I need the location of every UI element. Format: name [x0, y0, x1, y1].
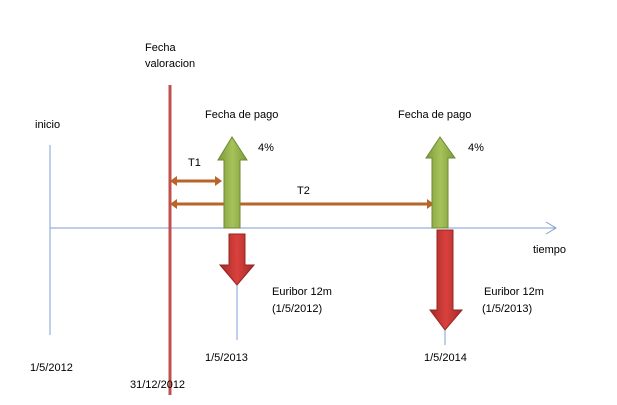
- fixed-arrow: [217, 136, 248, 229]
- valuation-label: Fecha: [145, 42, 176, 54]
- payment-date: 1/5/2013: [205, 352, 248, 364]
- fixed-rate: 4%: [258, 142, 274, 154]
- axis-arrowhead: [545, 221, 557, 235]
- floating-rate: Euribor 12m: [272, 286, 332, 298]
- fixed-arrow: [425, 136, 456, 229]
- payment-title: Fecha de pago: [205, 109, 278, 121]
- payment-title: Fecha de pago: [398, 109, 471, 121]
- floating-arrow: [218, 233, 256, 286]
- valuation-label: valoracion: [145, 58, 195, 70]
- floating-arrow: [429, 229, 464, 331]
- start-label: inicio: [35, 119, 60, 131]
- axis-label: tiempo: [533, 244, 566, 256]
- floating-rate: (1/5/2012): [272, 303, 322, 315]
- period-label: T2: [297, 185, 310, 197]
- payment-date: 1/5/2014: [424, 352, 467, 364]
- period-arrow: [172, 179, 428, 206]
- valuation-date: 31/12/2012: [130, 379, 185, 391]
- period-label: T1: [188, 157, 201, 169]
- floating-rate: Euribor 12m: [484, 286, 544, 298]
- period-arrowheads: [170, 176, 434, 209]
- floating-rate: (1/5/2013): [482, 303, 532, 315]
- fixed-rate: 4%: [468, 142, 484, 154]
- start-date: 1/5/2012: [30, 362, 73, 374]
